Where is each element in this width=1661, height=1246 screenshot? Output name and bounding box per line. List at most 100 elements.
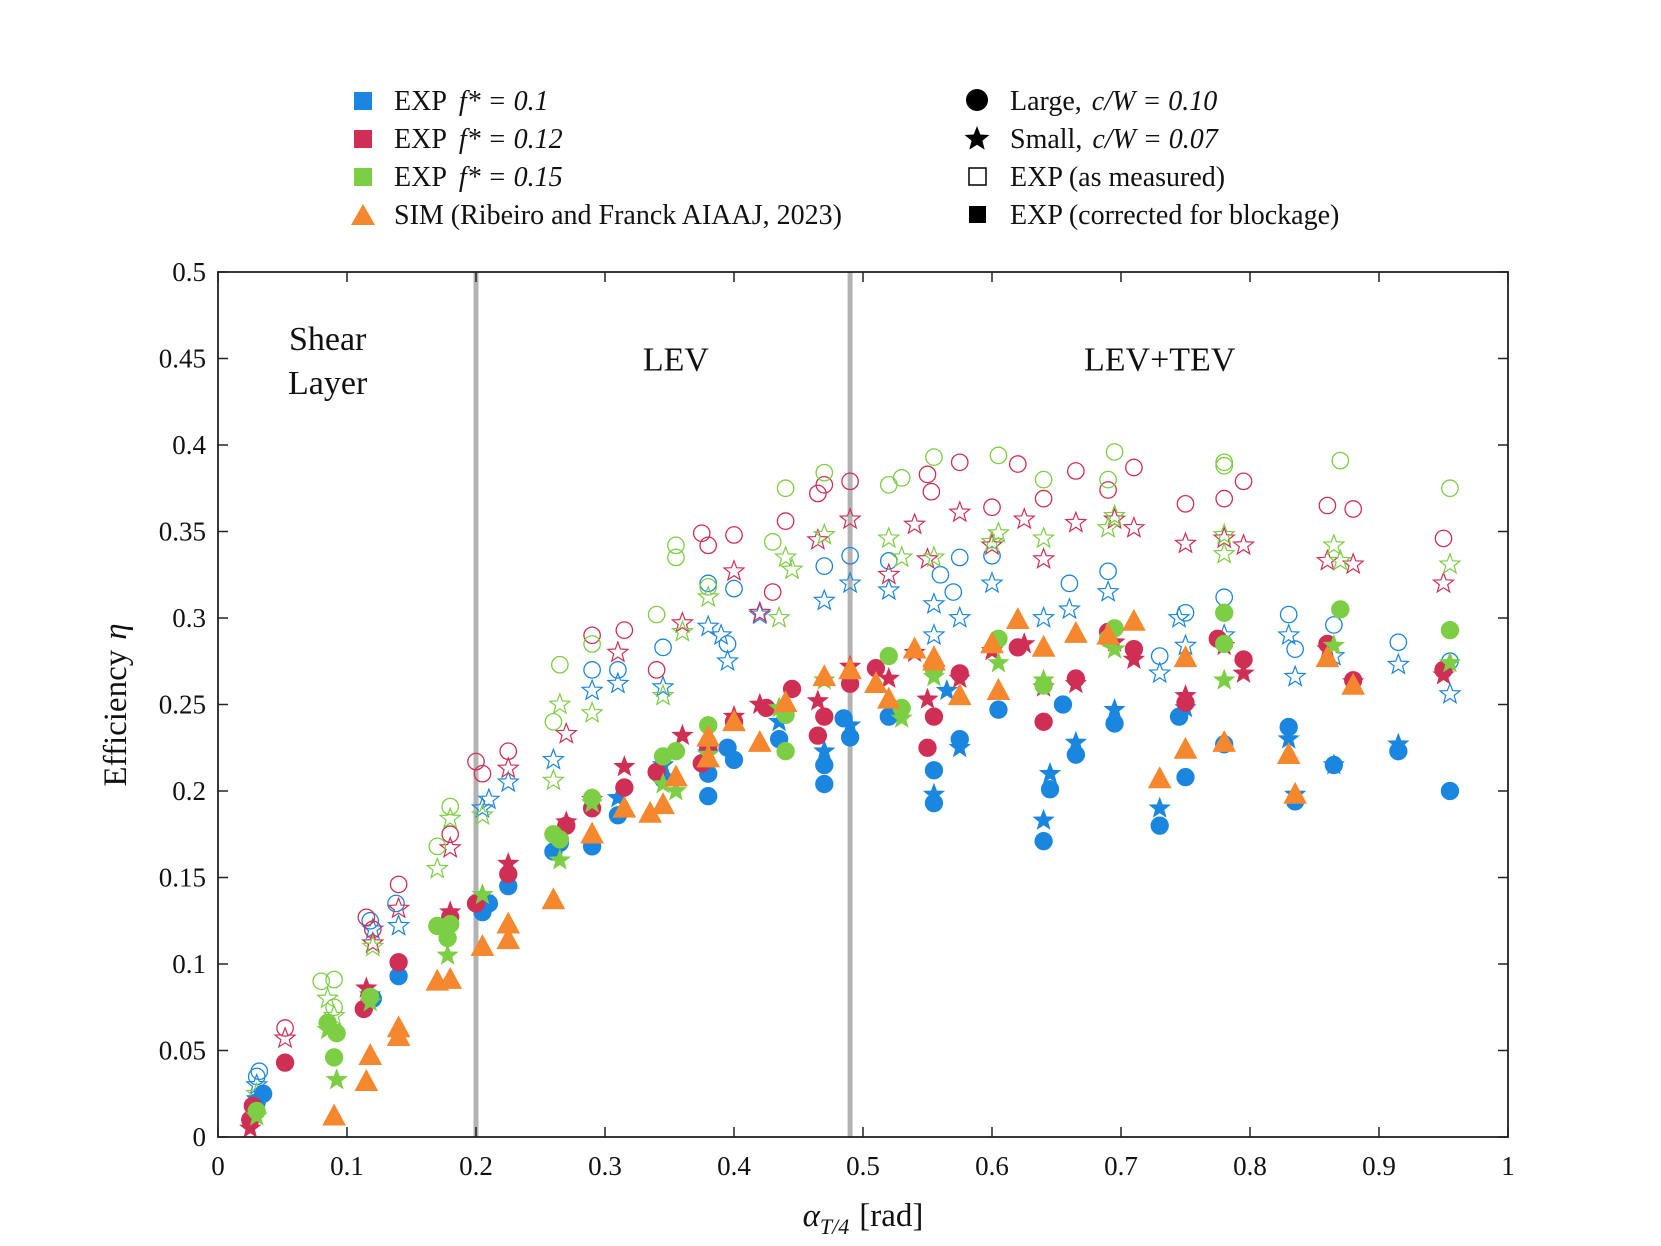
legend-label-f01: EXP f* = 0.1 <box>394 86 549 117</box>
data-point <box>250 1062 269 1081</box>
data-point <box>1212 541 1236 564</box>
data-point <box>1325 616 1343 634</box>
data-point <box>1096 579 1120 602</box>
data-point <box>1105 443 1124 461</box>
data-point <box>915 546 940 570</box>
data-point <box>1122 515 1146 538</box>
data-point <box>1096 622 1120 645</box>
data-point <box>651 792 675 815</box>
legend-label-small: Small, c/W = 0.07 <box>1010 124 1219 155</box>
data-point <box>950 453 969 472</box>
data-point <box>606 671 630 694</box>
data-point <box>1099 470 1117 489</box>
region-label: LEV <box>643 342 710 379</box>
data-point <box>935 678 958 701</box>
data-point <box>838 507 862 530</box>
legend-label-corrected: EXP (corrected for blockage) <box>1010 200 1339 231</box>
data-point <box>806 527 830 551</box>
data-point <box>496 770 520 793</box>
data-point <box>496 927 521 950</box>
x-axis-label: αT/4 [rad] <box>803 1198 924 1239</box>
data-point <box>1148 796 1171 818</box>
data-point <box>925 448 943 466</box>
data-point <box>664 764 688 787</box>
data-point <box>1277 623 1301 646</box>
data-point <box>467 752 485 771</box>
legend-swatch-f015 <box>354 168 372 186</box>
region-boundaries <box>473 272 853 1137</box>
legend-swatch-sim <box>351 204 375 225</box>
legend-label-sim: SIM (Ribeiro and Franck AIAAJ, 2023) <box>394 200 842 231</box>
data-point <box>709 623 733 646</box>
data-point <box>922 623 946 646</box>
data-point <box>1232 661 1255 683</box>
data-point <box>496 911 521 934</box>
data-point <box>1215 456 1234 475</box>
data-point <box>1176 768 1195 787</box>
region-label: Shear <box>289 321 367 358</box>
data-point <box>725 579 743 598</box>
data-point <box>325 998 343 1017</box>
x-tick-label: 0 <box>211 1151 225 1181</box>
data-point <box>948 605 972 628</box>
plot-frame <box>217 271 1509 1138</box>
data-point <box>1322 633 1345 656</box>
data-point <box>1032 808 1055 830</box>
data-point <box>541 747 566 770</box>
data-point <box>1438 552 1462 575</box>
data-point <box>1441 479 1459 498</box>
data-point <box>980 571 1004 594</box>
data-point <box>1005 607 1030 630</box>
data-point <box>890 706 913 728</box>
data-point <box>1096 515 1120 538</box>
data-point <box>361 934 385 957</box>
data-point <box>892 469 911 487</box>
y-tick-label: 0.45 <box>159 344 206 374</box>
data-point <box>782 679 802 699</box>
data-point <box>924 707 944 726</box>
data-point <box>580 678 604 701</box>
data-point <box>879 646 898 666</box>
data-point <box>1099 562 1117 581</box>
legend-swatch-f012 <box>354 130 372 148</box>
legend-swatch-f01 <box>354 92 372 110</box>
data-point <box>1322 533 1346 556</box>
data-point <box>580 791 604 813</box>
data-point <box>1174 684 1197 706</box>
data-point <box>316 986 340 1009</box>
data-point <box>696 745 721 768</box>
data-point <box>1234 472 1253 491</box>
y-tick-label: 0.1 <box>172 949 206 979</box>
data-point <box>1057 597 1082 620</box>
data-point <box>1031 546 1056 570</box>
data-point <box>647 605 666 624</box>
data-point <box>613 755 636 777</box>
data-point <box>922 665 946 687</box>
data-point <box>748 600 772 623</box>
data-point <box>438 835 462 858</box>
data-point <box>1438 651 1462 673</box>
legend-marker-corrected-icon <box>969 206 986 223</box>
y-tick-label: 0.3 <box>172 603 206 633</box>
data-point <box>312 972 331 991</box>
data-point <box>763 583 782 601</box>
data-point <box>1331 600 1350 619</box>
data-point <box>471 883 494 905</box>
data-point <box>245 1104 268 1126</box>
axis-ticks: 0 0.1 0.2 0.3 0.4 0.5 0.6 0.7 0.8 0.9 1 0 0.05 0.1 0.1… <box>159 257 1515 1181</box>
data-point <box>1176 494 1195 513</box>
legend-label-large: Large, c/W = 0.10 <box>1010 86 1217 117</box>
data-point <box>902 512 927 535</box>
data-point <box>1283 664 1307 687</box>
data-point <box>815 463 834 482</box>
data-point <box>554 721 578 744</box>
data-point <box>541 887 566 910</box>
legend-marker-measured-icon <box>968 167 987 186</box>
data-point <box>1322 753 1345 775</box>
data-point <box>1212 729 1237 752</box>
data-point <box>425 856 449 879</box>
data-point <box>1286 640 1305 658</box>
data-point <box>1167 605 1191 628</box>
data-point <box>322 1103 346 1126</box>
data-point <box>428 837 447 856</box>
